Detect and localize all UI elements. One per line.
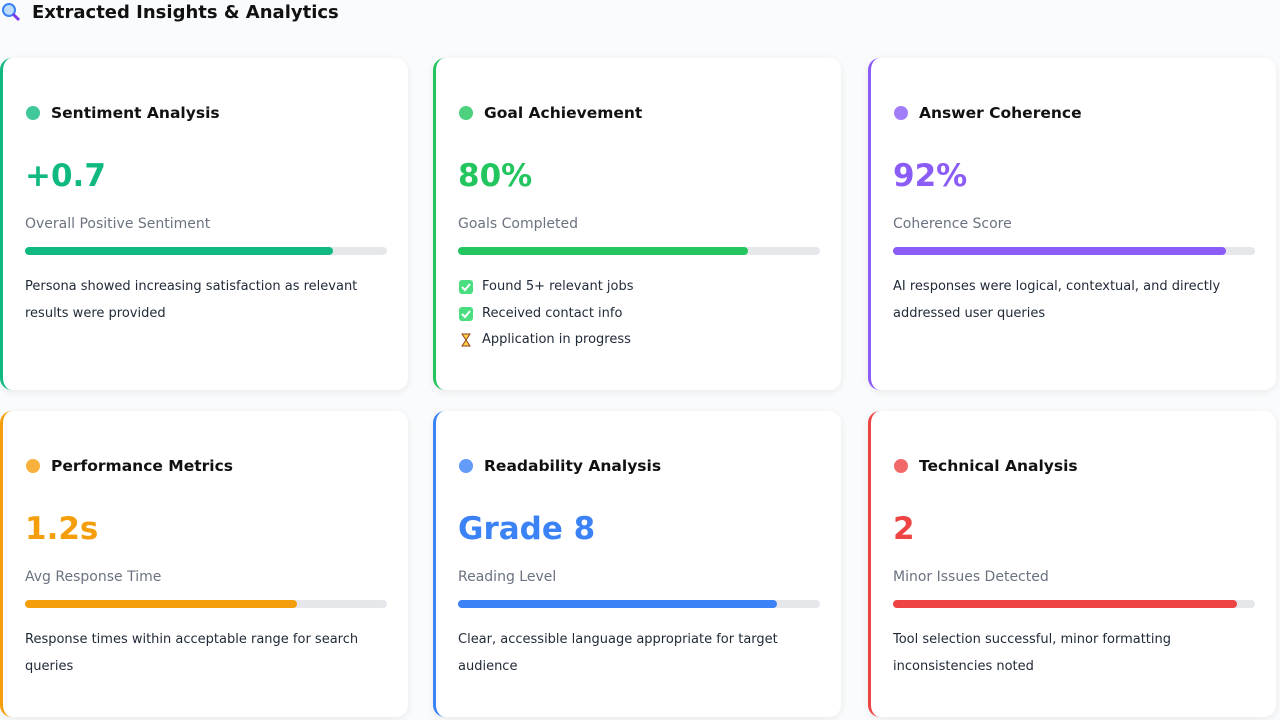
- progress-fill: [25, 247, 333, 255]
- card-header: Performance Metrics: [25, 457, 233, 475]
- card-title: Goal Achievement: [484, 104, 643, 122]
- icon: [459, 106, 473, 120]
- metric-label: Coherence Score: [893, 216, 1012, 232]
- card-title: Performance Metrics: [51, 457, 234, 475]
- icon: [461, 333, 471, 347]
- card-title: Answer Coherence: [919, 104, 1082, 122]
- card-description: Response times within acceptable range f…: [25, 632, 359, 674]
- progress-track: [893, 600, 1255, 608]
- icon: [26, 459, 40, 473]
- header: Extracted Insights & Analytics: [0, 0, 339, 24]
- icon: [894, 459, 908, 473]
- icon: [459, 280, 473, 295]
- search-icon: [2, 3, 21, 22]
- progress-fill: [458, 247, 748, 255]
- progress-track: [458, 247, 820, 255]
- page-title: Extracted Insights & Analytics: [32, 1, 339, 23]
- card-description: Tool selection successful, minor formatt…: [893, 632, 1172, 674]
- metric-label: Avg Response Time: [25, 569, 162, 585]
- progress-fill: [893, 600, 1237, 608]
- insight-card: Sentiment Analysis +0.7 Overall Positive S…: [0, 58, 408, 390]
- metric-value: 92%: [893, 158, 968, 194]
- checklist-text: Application in progress: [482, 332, 631, 347]
- insight-card: Performance Metrics 1.2s Avg Response Time…: [0, 411, 408, 717]
- insight-card: Goal Achievement 80% Goals Completed Found …: [433, 58, 841, 390]
- progress-fill: [893, 247, 1227, 255]
- checklist-item: Application in progress: [458, 327, 808, 354]
- insight-card: Readability Analysis Grade 8 Reading Level…: [433, 411, 841, 717]
- checklist-item: Received contact info: [458, 301, 808, 328]
- card-description: Found 5+ relevant jobs Received contact i…: [458, 274, 808, 354]
- icon: [894, 106, 908, 120]
- icon: [26, 106, 40, 120]
- card-header: Answer Coherence: [893, 104, 1082, 122]
- metric-value: 1.2s: [25, 511, 99, 547]
- progress-track: [25, 600, 387, 608]
- card-header: Technical Analysis: [893, 457, 1078, 475]
- icon: [459, 459, 473, 473]
- progress-track: [458, 600, 820, 608]
- card-header: Sentiment Analysis: [25, 104, 220, 122]
- card-title: Readability Analysis: [484, 457, 662, 475]
- card-description: Persona showed increasing satisfaction a…: [25, 279, 358, 321]
- metric-value: Grade 8: [458, 511, 596, 547]
- metric-label: Overall Positive Sentiment: [25, 216, 211, 232]
- checklist-item: Found 5+ relevant jobs: [458, 274, 808, 301]
- progress-fill: [25, 600, 297, 608]
- card-description: Clear, accessible language appropriate f…: [458, 632, 778, 674]
- progress-fill: [458, 600, 777, 608]
- checklist-text: Received contact info: [482, 305, 623, 321]
- card-title: Technical Analysis: [919, 457, 1078, 475]
- metric-label: Minor Issues Detected: [893, 569, 1049, 585]
- progress-track: [25, 247, 387, 255]
- insight-card: Answer Coherence 92% Coherence Score AI res…: [868, 58, 1276, 390]
- metric-label: Goals Completed: [458, 216, 578, 232]
- card-title: Sentiment Analysis: [51, 104, 220, 122]
- progress-track: [893, 247, 1255, 255]
- card-description: AI responses were logical, contextual, a…: [893, 279, 1221, 321]
- checklist-text: Found 5+ relevant jobs: [482, 279, 634, 294]
- card-header: Readability Analysis: [458, 457, 661, 475]
- metric-label: Reading Level: [458, 569, 557, 585]
- icon: [459, 306, 473, 321]
- card-header: Goal Achievement: [458, 104, 642, 122]
- metric-value: +0.7: [25, 158, 106, 194]
- metric-value: 2: [893, 511, 915, 547]
- insight-card: Technical Analysis 2 Minor Issues Detected…: [868, 411, 1276, 717]
- metric-value: 80%: [458, 158, 533, 194]
